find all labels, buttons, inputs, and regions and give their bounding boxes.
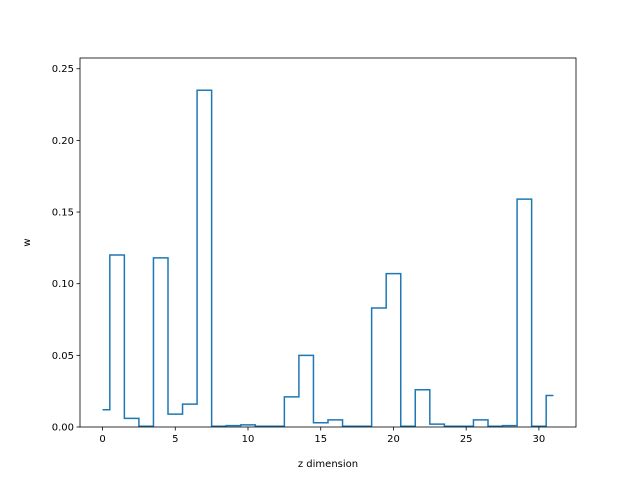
x-tick-label: 0	[99, 434, 105, 445]
x-tick-label: 15	[314, 434, 327, 445]
x-axis-ticks: 0 5 10 15 20 25 30	[99, 427, 545, 445]
x-tick-label: 25	[460, 434, 473, 445]
x-tick-label: 20	[387, 434, 400, 445]
plot-area-frame	[79, 57, 577, 428]
y-tick-label: 0.20	[52, 136, 74, 147]
y-tick-label: 0.05	[52, 351, 74, 362]
x-tick-label: 5	[172, 434, 178, 445]
y-tick-label: 0.00	[52, 423, 74, 434]
x-tick-label: 10	[242, 434, 255, 445]
y-tick-label: 0.15	[52, 208, 74, 219]
y-axis-ticks: 0.00 0.05 0.10 0.15 0.20 0.25	[52, 64, 80, 434]
y-tick-label: 0.25	[52, 64, 74, 75]
y-tick-label: 0.10	[52, 279, 74, 290]
y-axis-label: w	[22, 238, 33, 246]
series-step-line	[102, 89, 554, 428]
x-tick-label: 30	[533, 434, 546, 445]
x-axis-label: z dimension	[298, 459, 358, 470]
